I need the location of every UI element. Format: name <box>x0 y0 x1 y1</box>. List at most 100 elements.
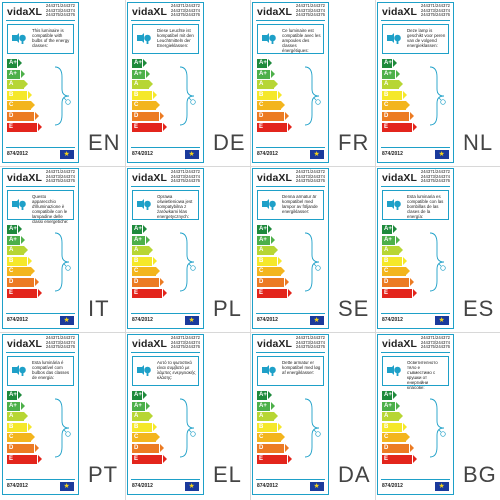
energy-class-bar: A <box>7 412 29 422</box>
energy-class-bar: D <box>257 277 289 287</box>
energy-class-bar: C <box>382 433 410 443</box>
bracket-icon <box>179 232 196 292</box>
language-code: EN <box>88 130 121 155</box>
header-divider <box>256 352 325 353</box>
header-divider <box>256 186 325 187</box>
energy-class-scale: A++ A+ A B C D E <box>7 391 43 465</box>
regulation-number: 874/2012 <box>132 151 153 157</box>
energy-class-scale: A++ A+ A B C D E <box>382 225 418 299</box>
energy-class-bar: A+ <box>382 235 401 245</box>
energy-label: vidaXL 244371/244372 244373/244374 24437… <box>2 2 79 163</box>
product-codes: 244371/244372 244373/244374 244375/24437… <box>295 3 325 18</box>
language-code: DA <box>338 462 371 487</box>
energy-class-bar: A <box>7 80 29 90</box>
compatibility-box: Dette armatur er kompatibel med løg af e… <box>257 356 324 386</box>
energy-class-bar: A <box>382 412 404 422</box>
energy-class-bar: D <box>7 443 39 453</box>
energy-label: vidaXL 244371/244372 244373/244374 24437… <box>2 168 79 329</box>
energy-class-bar: A <box>132 246 154 256</box>
product-codes: 244371/244372 244373/244374 244375/24437… <box>420 169 450 184</box>
energy-label-card: vidaXL 244371/244372 244373/244374 24437… <box>377 2 500 166</box>
energy-class-bar: A <box>132 80 154 90</box>
energy-class-bar: A++ <box>257 391 272 400</box>
energy-class-bar: B <box>132 90 157 100</box>
compatibility-box: Αυτό το φωτιστικό είναι συμβατό με λάμπε… <box>132 356 199 386</box>
language-code: PL <box>213 296 242 321</box>
compatibility-text: Deze lamp is geschikt voor peren van de … <box>407 28 446 48</box>
energy-class-bar: A++ <box>382 225 397 234</box>
energy-class-bar: A++ <box>132 225 147 234</box>
regulation-number: 874/2012 <box>382 151 403 157</box>
product-codes: 244371/244372 244373/244374 244375/24437… <box>45 335 75 350</box>
compatibility-text: Esta luminaria es compatible con las bom… <box>407 194 444 219</box>
energy-class-scale: A++ A+ A B C D E <box>132 59 168 133</box>
energy-class-bar: A++ <box>382 59 397 68</box>
energy-label: vidaXL 244371/244372 244373/244374 24437… <box>377 168 454 329</box>
energy-class-bar: B <box>382 90 407 100</box>
energy-class-bar: A+ <box>257 69 276 79</box>
energy-class-bar: A+ <box>7 69 26 79</box>
energy-class-bar: A++ <box>132 391 147 400</box>
product-codes: 244371/244372 244373/244374 244375/24437… <box>170 169 200 184</box>
header-divider <box>6 186 75 187</box>
eu-flag-icon <box>185 316 199 325</box>
energy-class-bar: A++ <box>257 59 272 68</box>
energy-class-bar: B <box>7 422 32 432</box>
energy-class-bar: C <box>257 267 285 277</box>
lamp-icon <box>137 199 151 210</box>
energy-label-card: vidaXL 244371/244372 244373/244374 24437… <box>2 2 126 166</box>
regulation-number: 874/2012 <box>257 483 278 489</box>
brand-name: vidaXL <box>382 6 418 18</box>
regulation-number: 874/2012 <box>382 317 403 323</box>
header-divider <box>381 186 450 187</box>
energy-class-scale: A++ A+ A B C D E <box>257 391 293 465</box>
energy-class-bar: D <box>382 443 414 453</box>
energy-class-bar: B <box>132 422 157 432</box>
header-divider <box>6 20 75 21</box>
product-codes: 244371/244372 244373/244374 244375/24437… <box>45 3 75 18</box>
energy-class-bar: D <box>382 111 414 121</box>
energy-label-card: vidaXL 244371/244372 244373/244374 24437… <box>377 168 500 332</box>
regulation-number: 874/2012 <box>132 483 153 489</box>
compatibility-text: Ce luminaire est compatible avec les amp… <box>282 28 321 53</box>
regulation-number: 874/2012 <box>257 317 278 323</box>
header-divider <box>381 20 450 21</box>
energy-class-scale: A++ A+ A B C D E <box>132 225 168 299</box>
energy-label: vidaXL 244371/244372 244373/244374 24437… <box>2 334 79 495</box>
energy-class-scale: A++ A+ A B C D E <box>7 225 43 299</box>
energy-class-bar: A <box>382 246 404 256</box>
bracket-icon <box>429 232 446 292</box>
footer-divider <box>131 313 200 314</box>
brand-name: vidaXL <box>7 338 43 350</box>
energy-class-bar: B <box>7 90 32 100</box>
footer-divider <box>381 147 450 148</box>
energy-class-bar: E <box>7 288 43 298</box>
compatibility-box: Oprawa oświetleniowa jest kompatybilna z… <box>132 190 199 220</box>
energy-class-bar: A+ <box>132 235 151 245</box>
lamp-icon <box>12 365 26 376</box>
language-code: DE <box>213 130 246 155</box>
energy-class-scale: A++ A+ A B C D E <box>7 59 43 133</box>
energy-class-bar: E <box>132 288 168 298</box>
eu-flag-icon <box>60 316 74 325</box>
energy-label: vidaXL 244371/244372 244373/244374 24437… <box>377 2 454 163</box>
energy-class-bar: D <box>132 277 164 287</box>
eu-flag-icon <box>185 150 199 159</box>
footer-divider <box>256 479 325 480</box>
brand-name: vidaXL <box>132 338 168 350</box>
eu-flag-icon <box>185 482 199 491</box>
energy-class-bar: A+ <box>132 401 151 411</box>
compatibility-text: Αυτό το φωτιστικό είναι συμβατό με λάμπε… <box>157 360 196 380</box>
lamp-icon <box>387 33 401 44</box>
eu-flag-icon <box>435 316 449 325</box>
compatibility-text: This luminaire is compatible with bulbs … <box>32 28 70 48</box>
energy-class-bar: E <box>257 288 293 298</box>
energy-class-scale: A++ A+ A B C D E <box>132 391 168 465</box>
brand-name: vidaXL <box>257 338 293 350</box>
energy-class-bar: A <box>382 80 404 90</box>
energy-class-bar: C <box>257 433 285 443</box>
lamp-icon <box>12 199 26 210</box>
brand-name: vidaXL <box>132 6 168 18</box>
eu-flag-icon <box>310 482 324 491</box>
bracket-icon <box>304 232 321 292</box>
